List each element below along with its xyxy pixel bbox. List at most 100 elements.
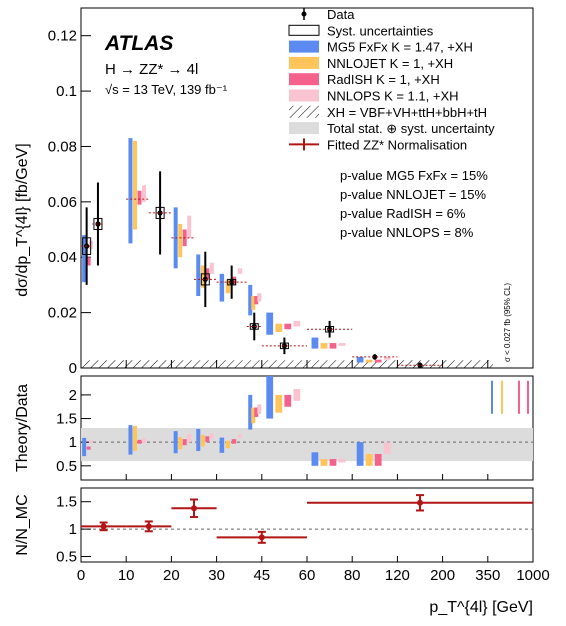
energy-lumi-label: √s = 13 TeV, 139 fb⁻¹ — [105, 82, 228, 97]
pvalue-label: p-value NNLOJET = 15% — [340, 187, 487, 202]
xtick-label: 120 — [385, 567, 410, 584]
main-ytick-label: 0.1 — [56, 83, 77, 100]
xlabel: p_T^{4l} [GeV] — [429, 599, 533, 616]
nnlops-band — [338, 343, 346, 346]
norm-plot-layer: 0.5 1 1.5 — [56, 494, 533, 566]
mg5-ratio-band — [128, 425, 133, 455]
nnlojet-band — [178, 224, 183, 258]
main-plot-layer: 0 0.02 0.04 0.06 0.08 0.1 0.12 — [48, 28, 493, 377]
mg5-band — [128, 138, 133, 244]
syst-box — [227, 278, 237, 286]
pvalue-list: p-value MG5 FxFx = 15% p-value NNLOJET = … — [340, 168, 488, 240]
upper-limit-note: σ < 0.027 fb (95% CL) — [503, 283, 512, 362]
nnlojet-ratio-band — [251, 407, 256, 424]
legend-band — [289, 56, 319, 69]
mg5-band — [196, 254, 201, 296]
nnlojet-band — [320, 343, 328, 349]
mg5-ratio-band — [82, 437, 87, 457]
xtick-label: 350 — [475, 567, 500, 584]
nnlops-ratio-band — [293, 389, 301, 401]
ratio-ytick-label: 1.5 — [56, 411, 77, 428]
legend-syst-box — [288, 24, 320, 36]
mg5-ratio-band — [266, 376, 274, 419]
mg5-band — [311, 337, 319, 349]
syst-box — [200, 273, 210, 286]
radish-ratio-band — [231, 439, 237, 444]
nnlojet-ratio-band — [178, 437, 183, 450]
radish-band — [254, 296, 259, 305]
radish-ratio-band — [374, 454, 382, 466]
norm-point — [100, 523, 107, 530]
xtick-label: 60 — [299, 567, 316, 584]
data-point — [281, 343, 287, 349]
syst-box — [279, 342, 289, 350]
radish-band — [284, 323, 292, 330]
norm-ylabel: N/N_MC — [14, 494, 31, 555]
nnlops-ratio-band — [88, 440, 93, 444]
xh-hatch — [81, 360, 493, 368]
radish-ratio-band — [182, 439, 187, 446]
nnlops-band — [237, 268, 243, 274]
nnlops-band — [209, 262, 214, 274]
nnlops-band — [142, 185, 147, 202]
nnlops-band — [293, 320, 301, 327]
norm-ytick-label: 0.5 — [56, 549, 77, 566]
xtick-label: 0 — [77, 567, 85, 584]
legend-band — [289, 73, 319, 86]
nnlops-ratio-band — [383, 442, 391, 454]
nnlojet-band — [225, 279, 231, 294]
pvalue-label: p-value NNLOPS = 8% — [340, 225, 474, 240]
legend-label: NNLOJET K = 1, +XH — [327, 56, 453, 71]
mg5-ratio-band — [311, 452, 319, 466]
nnlojet-band — [132, 140, 137, 230]
legend-label: Data — [327, 7, 355, 22]
mg5-ratio-band — [196, 428, 201, 452]
nnlops-band — [257, 293, 262, 302]
main-ytick-label: 0.04 — [48, 249, 77, 266]
mg5-band — [356, 356, 364, 363]
radish-ratio-band — [329, 459, 337, 466]
nnlojet-ratio-band — [275, 394, 283, 413]
mg5-ratio-band — [248, 394, 253, 430]
main-ytick-label: 0.02 — [48, 305, 77, 322]
radish-band — [86, 257, 91, 266]
mg5-band — [248, 284, 253, 316]
norm-ytick-label: 1 — [69, 521, 77, 538]
x-axis: 0 10 20 30 45 60 80 120 200 350 1000 — [77, 360, 550, 584]
ratio-ytick-label: 2 — [69, 387, 77, 404]
xtick-label: 1000 — [516, 567, 549, 584]
ratio-ytick-label: 0.5 — [56, 458, 77, 475]
nnlops-ratio-band — [187, 434, 192, 443]
legend-hatch — [289, 105, 319, 118]
norm-point — [191, 505, 197, 512]
atlas-label: ATLAS — [104, 32, 173, 55]
ratio-uncertainty-band — [81, 428, 533, 462]
legend-label: Total stat. ⊕ syst. uncertainty — [327, 121, 495, 136]
xtick-label: 10 — [118, 567, 135, 584]
legend-label: RadISH K = 1, +XH — [327, 72, 440, 87]
data-point — [327, 326, 333, 332]
syst-box — [249, 323, 259, 330]
xtick-label: 80 — [344, 567, 361, 584]
radish-band — [329, 343, 337, 349]
nnlops-ratio-band — [209, 433, 214, 440]
mg5-band — [82, 235, 87, 283]
legend-label: Fitted ZZ* Normalisation — [327, 137, 467, 152]
legend-data-dot — [301, 11, 307, 17]
nnlojet-band — [275, 323, 283, 332]
mg5-ratio-band — [356, 442, 364, 466]
ratio-ytick-label: 1 — [69, 434, 77, 451]
nnlojet-ratio-band — [365, 454, 373, 466]
data-point — [157, 210, 163, 216]
radish-ratio-band — [86, 446, 91, 450]
legend-label: XH = VBF+VH+ttH+bbH+tH — [327, 105, 487, 120]
main-ytick-label: 0.08 — [48, 138, 77, 155]
radish-band — [231, 276, 237, 285]
nnlops-ratio-band — [338, 459, 346, 463]
syst-box — [155, 206, 165, 219]
syst-box — [325, 325, 335, 333]
nnlojet-band — [365, 359, 373, 363]
legend-band — [289, 40, 319, 53]
